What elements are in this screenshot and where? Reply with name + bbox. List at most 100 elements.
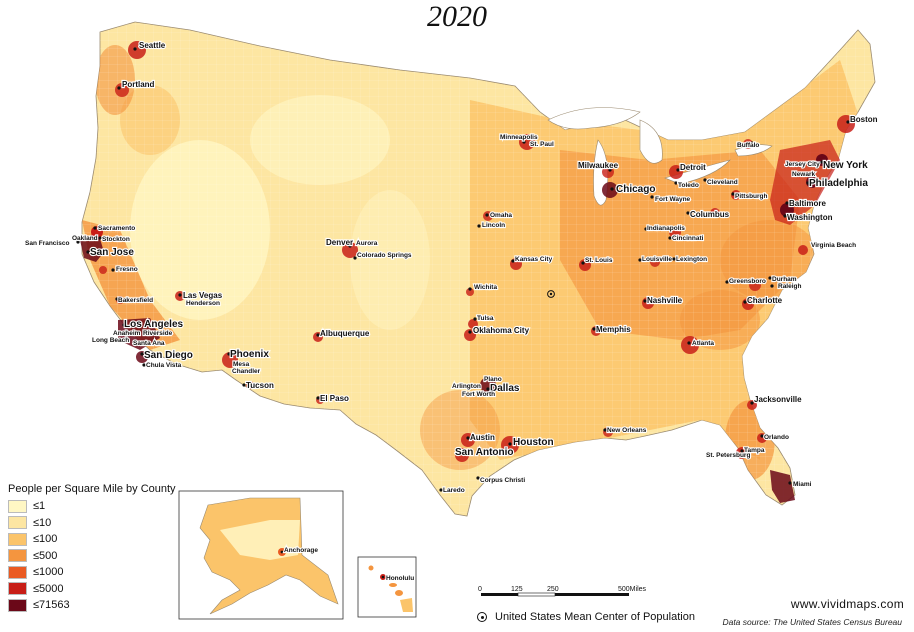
city-label: New York — [823, 160, 868, 171]
city-label: Portland — [122, 80, 155, 89]
city-label: Mesa — [233, 361, 250, 368]
city-label: Columbus — [690, 210, 730, 219]
scale-tick: 250 — [547, 586, 559, 593]
city-label: Omaha — [490, 212, 512, 219]
city-label: Jersey City — [785, 161, 820, 168]
scale-bar: 0 125 250 500Miles — [478, 586, 647, 597]
city-label: Riverside — [143, 330, 173, 337]
city-label: Chandler — [232, 368, 261, 375]
city-label: Houston — [513, 437, 554, 448]
city-label: San Antonio — [455, 447, 514, 458]
scale-tick: 500Miles — [618, 586, 647, 593]
city-label: Denver — [326, 238, 353, 247]
city-label: Nashville — [647, 296, 683, 305]
city-label: San Diego — [144, 350, 193, 361]
city-label: Oklahoma City — [473, 326, 530, 335]
city-label: Charlotte — [747, 296, 783, 305]
city-label: St. Paul — [530, 141, 554, 148]
city-label: Bakersfield — [118, 297, 153, 304]
legend-swatch — [8, 532, 27, 546]
city-label: Tampa — [744, 447, 765, 454]
city-label: Kansas City — [515, 256, 553, 263]
city-label: Fort Wayne — [655, 196, 691, 203]
legend-item: ≤500 — [8, 548, 178, 565]
city-label: Pittsburgh — [735, 193, 768, 200]
city-label: Plano — [484, 376, 502, 383]
city-label: Corpus Christi — [480, 477, 525, 484]
legend-item: ≤5000 — [8, 581, 178, 598]
city-label: Chula Vista — [146, 362, 182, 369]
city-label: Seattle — [139, 41, 166, 50]
city-label: Detroit — [680, 163, 706, 172]
city-label: El Paso — [320, 394, 349, 403]
map-title: 2020 — [427, 0, 487, 33]
scale-tick: 125 — [511, 586, 523, 593]
city-label: Lexington — [676, 256, 707, 263]
scale-tick: 0 — [478, 586, 482, 593]
city-label: Greensboro — [729, 278, 766, 285]
city-label: Raleigh — [778, 283, 802, 290]
city-label: Las Vegas — [183, 291, 223, 300]
city-label: Orlando — [764, 434, 789, 441]
legend-swatch — [8, 516, 27, 530]
city-label: Tucson — [246, 381, 274, 390]
legend-swatch — [8, 549, 27, 563]
city-label: San Jose — [90, 247, 134, 258]
alaska-inset: Anchorage — [178, 490, 344, 620]
city-label: St. Petersburg — [706, 452, 750, 459]
city-label: Santa Ana — [133, 340, 165, 347]
city-label: Durham — [772, 276, 797, 283]
city-label: Wichita — [474, 284, 497, 291]
city-label: Fresno — [116, 266, 138, 273]
city-label: Long Beach — [92, 337, 129, 344]
lake-erie — [664, 159, 731, 185]
city-label: Newark — [792, 171, 816, 178]
city-label: Baltimore — [789, 199, 826, 208]
city-label: Henderson — [186, 300, 220, 307]
legend-item: ≤10 — [8, 515, 178, 532]
legend-label: ≤100 — [33, 533, 58, 546]
city-label: Aurora — [356, 240, 378, 247]
city-label: Buffalo — [737, 142, 759, 149]
city-label: Fort Worth — [462, 391, 495, 398]
city-label: Philadelphia — [809, 178, 868, 189]
legend-label: ≤500 — [33, 549, 58, 562]
legend-label: ≤1000 — [33, 566, 64, 579]
city-label: Cleveland — [707, 179, 738, 186]
city-label: Virginia Beach — [811, 242, 856, 249]
mean-center-legend: United States Mean Center of Population — [477, 611, 695, 623]
city-label: Louisville — [642, 256, 672, 263]
city-label: Albuquerque — [320, 329, 370, 338]
city-label: Tulsa — [477, 315, 494, 322]
legend-item: ≤71563 — [8, 597, 178, 614]
mean-center-icon — [477, 612, 487, 622]
city-label: Arlington — [452, 383, 481, 390]
city-label: Atlanta — [692, 340, 714, 347]
city-label: Colorado Springs — [357, 252, 412, 259]
city-label: Jacksonville — [754, 395, 802, 404]
legend-label: ≤1 — [33, 500, 46, 513]
website-credit: www.vividmaps.com — [790, 597, 904, 611]
city-label: Boston — [850, 115, 878, 124]
city-label: Sacramento — [98, 225, 135, 232]
city-label: Anaheim — [113, 330, 141, 337]
legend-label: ≤10 — [33, 516, 52, 529]
city-label: Washington — [787, 213, 833, 222]
lake-huron — [639, 119, 663, 164]
city-label: Honolulu — [386, 575, 414, 582]
city-label: Cincinnati — [672, 235, 704, 242]
city-label: Dallas — [490, 383, 520, 394]
city-label: Anchorage — [284, 547, 318, 554]
city-label: Minneapolis — [500, 134, 538, 141]
city-label: Milwaukee — [578, 161, 619, 170]
city-label: Laredo — [443, 487, 465, 494]
lake-superior — [547, 107, 641, 130]
city-label: Oakland — [72, 235, 98, 242]
legend-swatch — [8, 598, 27, 612]
city-label: Austin — [470, 433, 495, 442]
legend-item: ≤1000 — [8, 564, 178, 581]
city-label: Indianapolis — [647, 225, 685, 232]
city-label: New Orleans — [607, 427, 647, 434]
